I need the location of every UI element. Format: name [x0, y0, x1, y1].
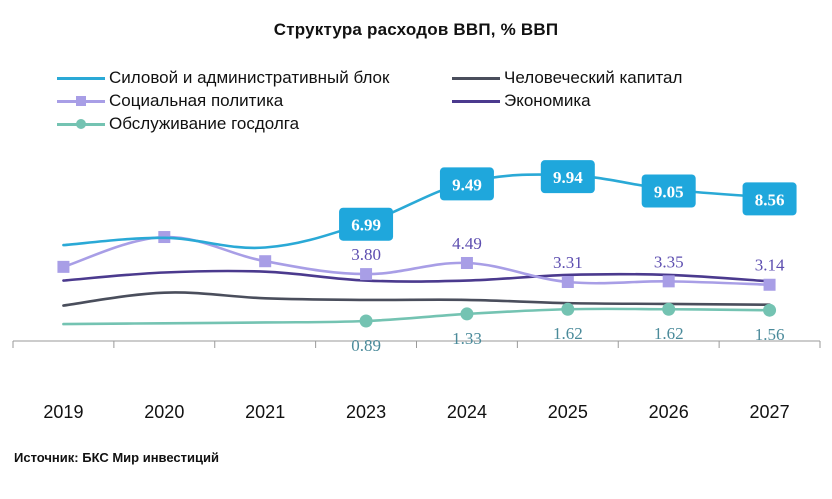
legend-item-human-capital: Человеческий капитал	[452, 68, 682, 88]
data-label-box	[439, 167, 494, 201]
data-label: 1.62	[553, 324, 583, 343]
data-label: 9.05	[654, 182, 684, 201]
legend-swatch	[57, 114, 105, 134]
data-point-marker	[359, 314, 373, 328]
chart-title: Структура расходов ВВП, % ВВП	[273, 20, 559, 39]
data-point-marker	[662, 302, 676, 316]
data-label: 1.62	[654, 324, 684, 343]
data-label-box	[540, 160, 595, 194]
series-line	[62, 307, 771, 326]
legend-label: Экономика	[504, 91, 591, 110]
legend-item-social: Социальная политика	[57, 91, 283, 111]
legend-swatch	[57, 68, 105, 88]
legend-item-economy: Экономика	[452, 91, 591, 111]
x-tick-label: 2025	[548, 402, 588, 422]
data-label: 0.89	[351, 336, 381, 355]
data-point-marker	[561, 276, 574, 289]
data-point-marker	[763, 303, 777, 317]
x-tick-label: 2021	[245, 402, 285, 422]
legend-swatch	[452, 91, 500, 111]
legend-item-security: Силовой и административный блок	[57, 68, 389, 88]
data-label: 9.49	[452, 175, 482, 194]
legend-swatch	[57, 91, 105, 111]
legend-label: Социальная политика	[109, 91, 284, 110]
data-label-box	[339, 207, 394, 241]
source-note: Источник: БКС Мир инвестиций	[14, 450, 219, 465]
data-point-marker	[57, 260, 70, 273]
legend-item-debt: Обслуживание госдолга	[57, 114, 299, 134]
data-label-box	[641, 174, 696, 208]
data-label: 8.56	[755, 190, 785, 209]
legend-label: Человеческий капитал	[504, 68, 683, 87]
data-point-marker	[561, 302, 575, 316]
x-tick-label: 2024	[447, 402, 487, 422]
data-point-marker	[460, 256, 473, 269]
chart-plot: 2019 2020 2021 2023 2024 2025 2026 2027 3.80 4.49…	[12, 160, 821, 422]
data-point-marker	[259, 255, 272, 268]
x-tick-label: 2026	[649, 402, 689, 422]
data-label: 1.33	[452, 329, 482, 348]
legend-label: Силовой и административный блок	[109, 68, 390, 87]
data-label: 3.14	[755, 256, 785, 275]
legend-label: Обслуживание госдолга	[109, 114, 300, 133]
data-label: 1.56	[755, 325, 785, 344]
series-line	[62, 269, 771, 283]
data-label: 9.94	[553, 168, 583, 187]
data-label: 4.49	[452, 234, 482, 253]
data-label: 3.31	[553, 253, 583, 272]
x-tick-label: 2023	[346, 402, 386, 422]
data-point-marker	[460, 307, 474, 321]
data-label: 3.80	[351, 245, 381, 264]
series-line	[62, 291, 771, 307]
x-tick-label: 2020	[144, 402, 184, 422]
data-label: 3.35	[654, 252, 684, 271]
x-tick-label: 2027	[750, 402, 790, 422]
data-point-marker	[763, 278, 776, 291]
legend-swatch	[452, 68, 500, 88]
data-point-marker	[662, 275, 675, 288]
x-tick-label: 2019	[43, 402, 83, 422]
data-label-box	[742, 182, 797, 216]
data-point-marker	[360, 268, 373, 281]
data-label: 6.99	[351, 216, 381, 235]
